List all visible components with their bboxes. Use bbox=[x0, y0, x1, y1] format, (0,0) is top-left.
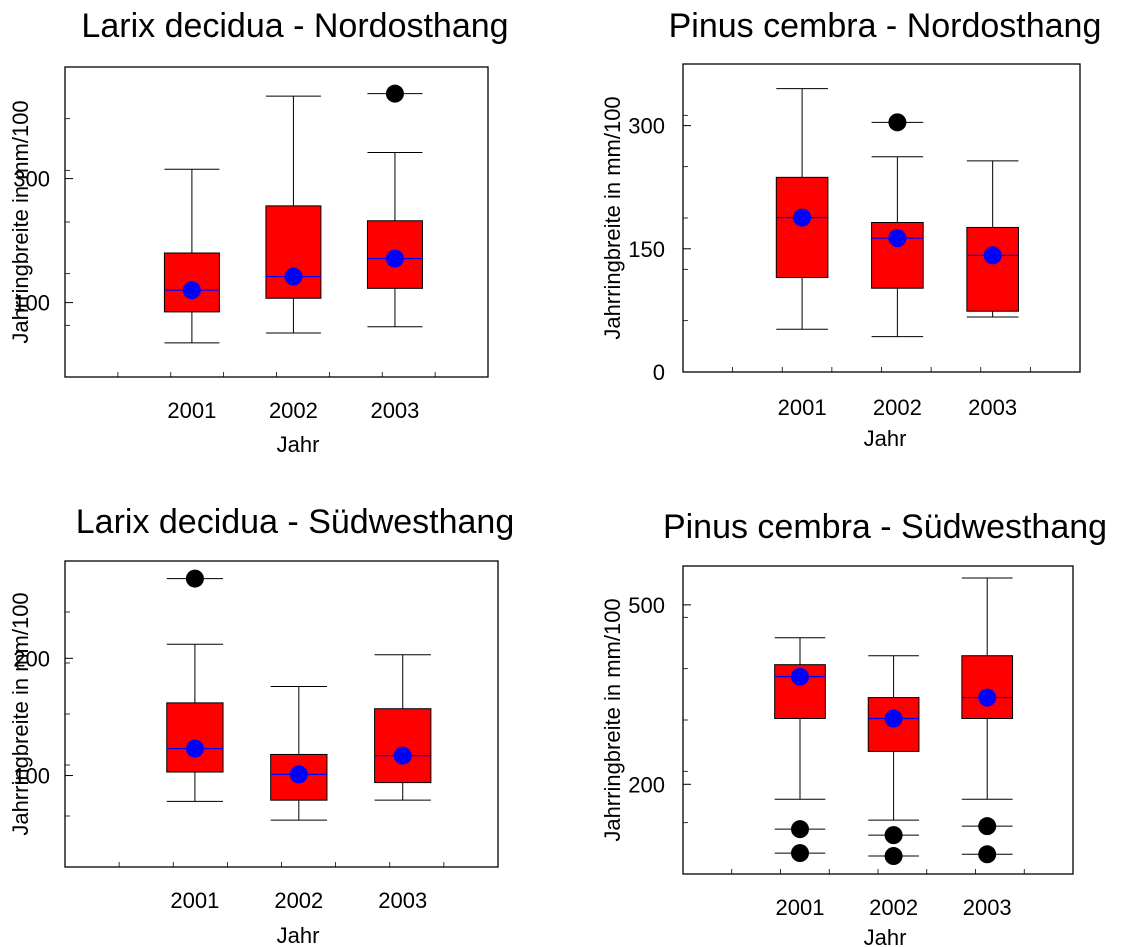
y-tick-label: 500 bbox=[628, 593, 665, 618]
panel-pinus-nordosthang: Pinus cembra - Nordosthang Jahrringbreite… bbox=[600, 7, 1101, 451]
mean-marker bbox=[983, 246, 1002, 265]
mean-marker bbox=[185, 739, 204, 758]
y-tick-label: 300 bbox=[628, 114, 665, 139]
mean-marker bbox=[884, 709, 903, 728]
x-tick-label: 2002 bbox=[274, 888, 323, 913]
outlier-marker bbox=[978, 817, 997, 836]
y-tick-label: 200 bbox=[628, 772, 665, 797]
mean-marker bbox=[385, 249, 404, 268]
outlier-marker bbox=[791, 820, 809, 839]
plot-frame bbox=[64, 560, 499, 868]
x-tick-label: 2002 bbox=[269, 398, 318, 423]
box-iqr bbox=[966, 226, 1019, 312]
x-tick-label: 2003 bbox=[968, 395, 1017, 420]
outlier-marker bbox=[185, 569, 204, 588]
panel-pinus-suedwesthang: Pinus cembra - Südwesthang Jahrringbreite… bbox=[600, 508, 1107, 947]
x-axis-label: Jahr bbox=[277, 923, 320, 947]
outlier-marker bbox=[888, 113, 907, 132]
x-tick-label: 2003 bbox=[378, 888, 427, 913]
outlier-marker bbox=[385, 84, 404, 103]
chart-title: Pinus cembra - Nordosthang bbox=[669, 7, 1102, 45]
x-tick-label: 2002 bbox=[869, 895, 918, 920]
mean-marker bbox=[284, 267, 303, 286]
y-tick-label: 100 bbox=[13, 291, 50, 316]
plot-frame bbox=[682, 63, 1081, 373]
x-tick-label: 2001 bbox=[170, 888, 219, 913]
x-tick-label: 2003 bbox=[370, 398, 419, 423]
x-tick-label: 2001 bbox=[778, 395, 827, 420]
mean-marker bbox=[978, 688, 997, 707]
chart-title: Pinus cembra - Südwesthang bbox=[663, 508, 1107, 546]
box-iqr bbox=[374, 708, 432, 784]
y-axis-label: Jahrringbreite in mm/100 bbox=[600, 96, 625, 339]
outlier-marker bbox=[884, 847, 903, 866]
box-iqr bbox=[166, 702, 224, 773]
y-tick-label: 200 bbox=[13, 646, 50, 671]
outlier-marker bbox=[978, 845, 997, 864]
box-iqr bbox=[961, 655, 1014, 720]
outlier-marker bbox=[884, 826, 903, 845]
mean-marker bbox=[289, 765, 308, 784]
mean-marker bbox=[182, 281, 201, 300]
x-tick-label: 2002 bbox=[873, 395, 922, 420]
y-axis-label: Jahrringbreite in mm/100 bbox=[8, 100, 33, 343]
chart-title: Larix decidua - Nordosthang bbox=[81, 7, 508, 45]
mean-marker bbox=[791, 667, 809, 686]
x-tick-label: 2001 bbox=[776, 895, 825, 920]
box-iqr bbox=[775, 176, 829, 279]
mean-marker bbox=[393, 746, 412, 765]
mean-marker bbox=[793, 208, 812, 227]
y-tick-label: 150 bbox=[628, 237, 665, 262]
panel-larix-suedwesthang: Larix decidua - Südwesthang Jahrringbreit… bbox=[8, 503, 514, 947]
panel-larix-nordosthang: Larix decidua - Nordosthang Jahrringbreit… bbox=[8, 7, 509, 457]
x-tick-label: 2003 bbox=[963, 895, 1012, 920]
y-tick-label: 100 bbox=[13, 764, 50, 789]
y-axis-label: Jahrringbreite in mm/100 bbox=[600, 598, 625, 841]
y-tick-label: 0 bbox=[653, 360, 665, 385]
y-tick-label: 300 bbox=[13, 167, 50, 192]
y-axis-label: Jahrringbreite in mm/100 bbox=[8, 592, 33, 835]
outlier-marker bbox=[791, 844, 809, 863]
chart-title: Larix decidua - Südwesthang bbox=[76, 503, 515, 541]
mean-marker bbox=[888, 229, 907, 248]
x-tick-label: 2001 bbox=[167, 398, 216, 423]
x-axis-label: Jahr bbox=[864, 426, 907, 451]
x-axis-label: Jahr bbox=[277, 432, 320, 457]
x-axis-label: Jahr bbox=[864, 925, 907, 947]
